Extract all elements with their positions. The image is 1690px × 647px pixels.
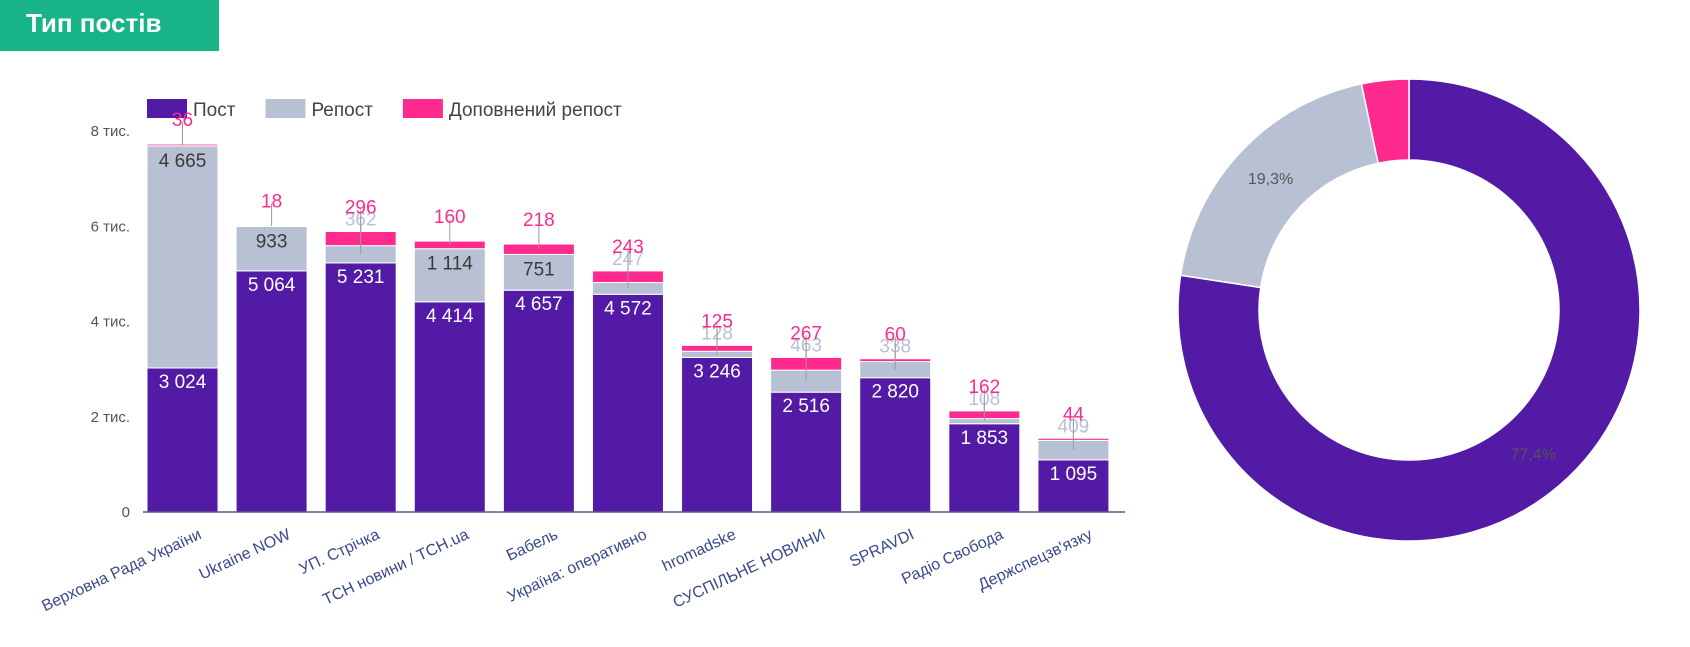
donut-slice-label: 19,3% <box>1248 171 1293 188</box>
legend-swatch <box>265 99 306 118</box>
data-label-repost: 751 <box>523 259 555 280</box>
x-tick-label: СУСПІЛЬНЕ НОВИНИ <box>671 526 828 611</box>
y-tick-label: 8 тис. <box>91 123 130 140</box>
data-label-extended-repost: 162 <box>968 377 1000 398</box>
legend-label: Доповнений репост <box>449 100 622 121</box>
data-label-post: 3 246 <box>693 361 741 382</box>
y-tick-label: 6 тис. <box>91 218 130 235</box>
bar-legend: Пост Репост Доповнений репост <box>147 99 622 121</box>
bar-segment <box>859 377 932 513</box>
data-label-post: 2 516 <box>782 396 830 417</box>
donut-slice-label: 77,4% <box>1510 446 1555 463</box>
bar-segment <box>502 289 575 513</box>
data-label-extended-repost: 60 <box>885 325 906 346</box>
data-label-extended-repost: 218 <box>523 210 555 231</box>
donut-slice <box>1179 83 1380 289</box>
x-tick-label: Бабель <box>504 526 561 564</box>
bar-segment <box>502 253 575 291</box>
bar-segment <box>324 262 397 513</box>
bar-segment <box>146 145 219 369</box>
bar-segment <box>146 367 219 513</box>
donut-slices: 77,4% 19,3% <box>1177 78 1641 542</box>
bar-segment <box>770 391 843 513</box>
data-label-extended-repost: 267 <box>790 323 822 344</box>
y-tick-label: 4 тис. <box>91 314 130 331</box>
data-label-repost: 4 665 <box>159 151 207 172</box>
bar-segment <box>235 270 308 513</box>
bar-segment <box>413 301 486 513</box>
legend-label: Репост <box>311 100 373 121</box>
x-tick-label: Верховна Рада України <box>39 526 204 615</box>
data-label-post: 4 572 <box>604 298 652 319</box>
donut-slice <box>1360 78 1410 165</box>
data-label-post: 4 414 <box>426 306 474 327</box>
legend-swatch <box>402 99 443 118</box>
donut-slice <box>1177 78 1641 542</box>
data-label-post: 2 820 <box>871 382 919 403</box>
x-tick-label: SPRAVDI <box>847 526 917 571</box>
y-tick-label: 2 тис. <box>91 409 130 426</box>
data-label-repost: 933 <box>256 231 288 252</box>
x-tick-label: Ukraine NOW <box>197 526 294 583</box>
bar-segment <box>948 423 1021 513</box>
bar-segment <box>1037 459 1110 513</box>
data-label-post: 1 095 <box>1050 464 1098 485</box>
data-label-extended-repost: 243 <box>612 237 644 258</box>
legend-swatch <box>147 99 187 118</box>
data-label-post: 5 231 <box>337 267 385 288</box>
data-label-extended-repost: 296 <box>345 198 377 219</box>
data-label-post: 1 853 <box>961 428 1009 449</box>
legend-label: Пост <box>193 100 236 121</box>
y-tick-label: 0 <box>122 504 130 521</box>
x-tick-label: ТСН новини / TCH.ua <box>320 526 471 609</box>
data-label-extended-repost: 125 <box>701 311 733 332</box>
data-label-extended-repost: 44 <box>1063 404 1085 425</box>
bar-segment <box>413 248 486 303</box>
stacked-bar-chart: Пост Репост Доповнений репост 0 2 тис. 4 тис… <box>39 99 1125 615</box>
data-label-post: 4 657 <box>515 294 563 315</box>
page-title: Тип постів <box>0 0 219 51</box>
data-label-repost: 1 114 <box>427 254 474 275</box>
bar-segment <box>591 293 664 513</box>
data-label-post: 5 064 <box>248 275 296 296</box>
y-axis: 0 2 тис. 4 тис. 6 тис. 8 тис. <box>91 123 130 521</box>
bar-segment <box>235 225 308 272</box>
data-label-extended-repost: 36 <box>172 110 193 131</box>
data-label-extended-repost: 160 <box>434 207 466 228</box>
data-label-post: 3 024 <box>159 372 207 393</box>
data-label-extended-repost: 18 <box>261 192 282 213</box>
x-tick-label: hromadske <box>660 526 739 575</box>
